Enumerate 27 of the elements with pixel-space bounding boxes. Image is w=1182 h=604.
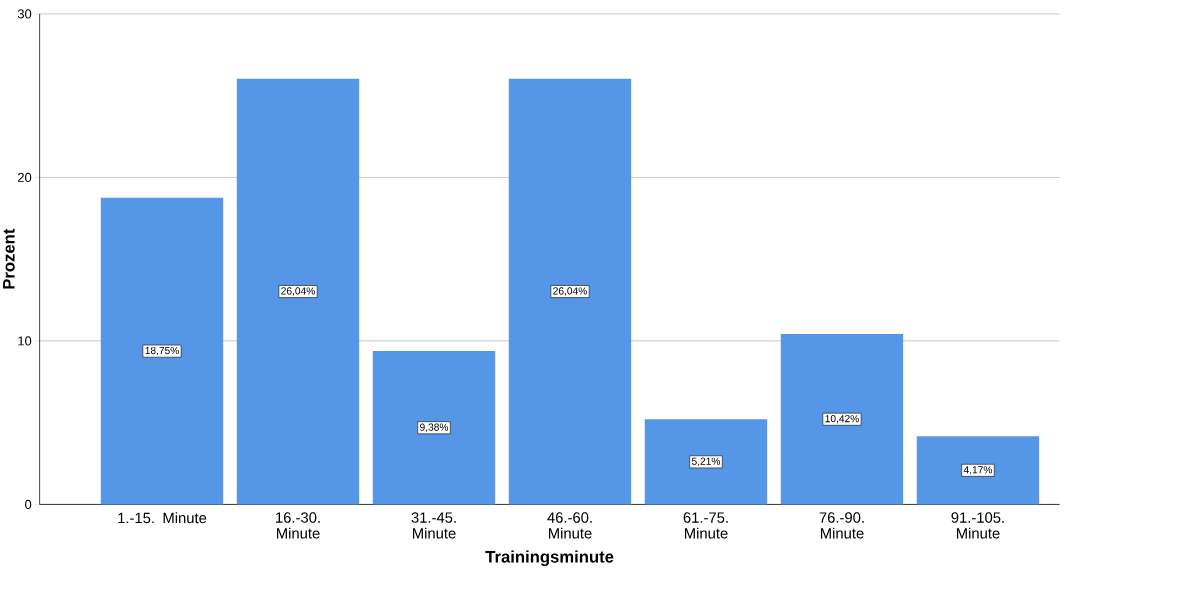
bar bbox=[100, 197, 224, 505]
y-axis-title: Prozent bbox=[3, 228, 15, 289]
y-tick-label: 20 bbox=[17, 172, 32, 182]
data-label: 4,17% bbox=[963, 465, 993, 475]
x-tick-label: 91.-105. Minute bbox=[951, 512, 1004, 539]
bar bbox=[372, 350, 496, 505]
y-tick-label: 0 bbox=[25, 499, 32, 509]
x-tick-label: 1.-15. Minute bbox=[118, 512, 207, 523]
bar bbox=[780, 333, 904, 505]
bar bbox=[508, 78, 632, 505]
data-label: 10,42% bbox=[825, 414, 859, 424]
data-label: 26,04% bbox=[281, 287, 315, 296]
data-label: 26,04% bbox=[553, 287, 587, 296]
data-label: 9,38% bbox=[420, 423, 449, 432]
y-tick-label: 30 bbox=[17, 9, 32, 19]
x-tick-label: 16.-30. Minute bbox=[276, 512, 320, 539]
x-axis-title: Trainingsminute bbox=[485, 550, 614, 566]
x-tick-label: 46.-60. Minute bbox=[547, 512, 592, 539]
data-label: 5,21% bbox=[691, 457, 721, 466]
x-tick-label: 76.-90. Minute bbox=[819, 512, 864, 539]
bar bbox=[236, 78, 360, 505]
x-tick-label: 61.-75. Minute bbox=[683, 512, 728, 539]
x-tick-label: 31.-45. Minute bbox=[411, 512, 456, 539]
data-label: 18,75% bbox=[145, 346, 179, 356]
bar bbox=[644, 419, 768, 505]
y-tick-label: 10 bbox=[18, 336, 32, 346]
bar bbox=[916, 436, 1040, 505]
